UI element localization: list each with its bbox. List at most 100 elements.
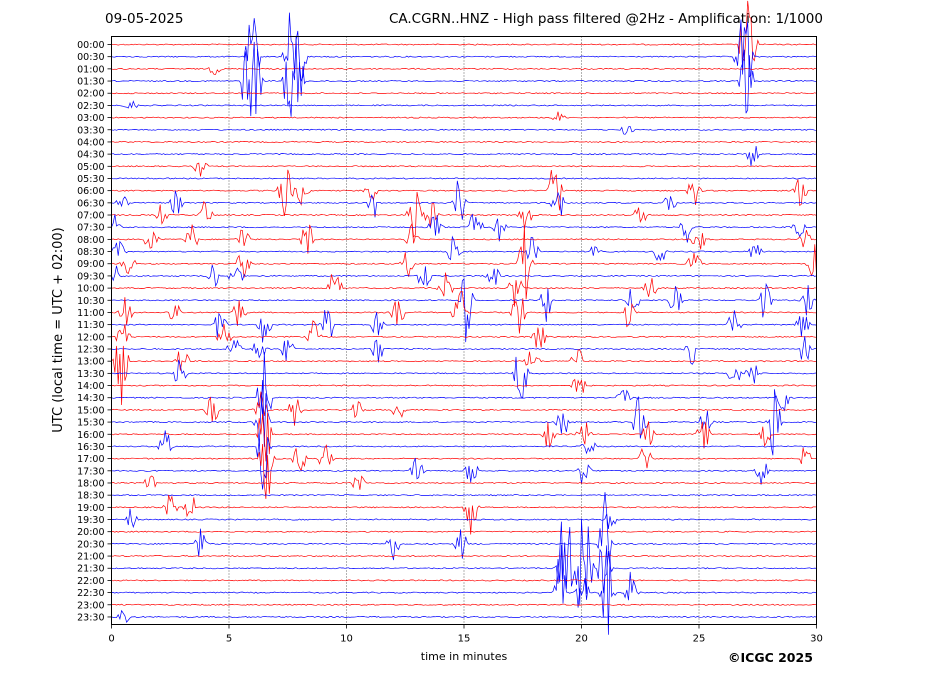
y-tick-label-1100: 11:00: [77, 308, 104, 319]
trace-0830: [111, 235, 817, 262]
trace-0430: [111, 145, 817, 167]
y-tick-label-1430: 14:30: [77, 393, 104, 404]
y-tick-label-0830: 08:30: [77, 247, 104, 258]
trace-0730: [111, 213, 817, 243]
trace-1600: [111, 412, 817, 462]
x-tick-label-5: 5: [226, 634, 232, 645]
y-tick-label-0300: 03:00: [77, 113, 104, 124]
x-axis-label: time in minutes: [421, 650, 508, 663]
x-tick-label-25: 25: [693, 634, 706, 645]
y-tick-label-1400: 14:00: [77, 381, 104, 392]
trace-1730: [111, 457, 817, 485]
y-tick-label-1630: 16:30: [77, 442, 104, 453]
x-tick-label-30: 30: [810, 634, 823, 645]
trace-0900: [111, 225, 817, 300]
y-tick-label-1230: 12:30: [77, 345, 104, 356]
y-tick-label-1700: 17:00: [77, 454, 104, 465]
trace-1200: [111, 320, 817, 348]
trace-0000: [111, 0, 817, 62]
y-tick-label-0500: 05:00: [77, 162, 104, 173]
y-axis-label: UTC (local time = UTC + 02:00): [51, 227, 66, 432]
trace-2130: [111, 518, 817, 605]
chart-title: CA.CGRN..HNZ - High pass filtered @2Hz -…: [388, 11, 823, 27]
trace-0100: [111, 67, 817, 75]
y-tick-label-1730: 17:30: [77, 466, 104, 477]
trace-0230: [111, 100, 817, 109]
trace-0200: [111, 92, 817, 95]
y-tick-label-0330: 03:30: [77, 125, 104, 136]
y-tick-label-0230: 02:30: [77, 101, 104, 112]
trace-0330: [111, 126, 817, 135]
y-tick-label-0630: 06:30: [77, 198, 104, 209]
copyright-label: ©ICGC 2025: [728, 650, 813, 665]
y-tick-label-2330: 23:30: [77, 612, 104, 623]
y-tick-label-1500: 15:00: [77, 405, 104, 416]
trace-2200: [111, 579, 817, 582]
y-tick-label-1000: 10:00: [77, 284, 104, 295]
trace-2300: [111, 603, 817, 606]
date-label: 09-05-2025: [105, 11, 184, 27]
y-tick-label-1300: 13:00: [77, 357, 104, 368]
y-tick-label-0030: 00:30: [77, 52, 104, 63]
y-tick-label-0400: 04:00: [77, 137, 104, 148]
y-tick-label-1900: 19:00: [77, 503, 104, 514]
trace-1500: [111, 391, 817, 426]
trace-1430: [111, 352, 817, 417]
y-tick-label-2000: 20:00: [77, 527, 104, 538]
x-tick-label-0: 0: [108, 634, 114, 645]
trace-2030: [111, 492, 817, 561]
trace-0600: [111, 169, 817, 217]
trace-1700: [111, 443, 817, 499]
trace-1130: [111, 309, 817, 343]
y-tick-label-0130: 01:30: [77, 77, 104, 88]
trace-0300: [111, 111, 817, 121]
trace-2230: [111, 544, 817, 635]
y-tick-label-2300: 23:00: [77, 600, 104, 611]
trace-1300: [111, 345, 817, 406]
y-tick-label-1200: 12:00: [77, 332, 104, 343]
y-tick-label-1930: 19:30: [77, 515, 104, 526]
y-tick-label-0930: 09:30: [77, 271, 104, 282]
seismic-traces: [111, 0, 817, 635]
y-tick-label-1130: 11:30: [77, 320, 104, 331]
y-tick-label-2030: 20:30: [77, 539, 104, 550]
y-tick-label-0000: 00:00: [77, 40, 104, 51]
trace-0500: [111, 162, 817, 177]
trace-1900: [111, 494, 817, 535]
y-tick-label-0430: 04:30: [77, 150, 104, 161]
y-tick-label-2230: 22:30: [77, 588, 104, 599]
trace-0400: [111, 140, 817, 143]
trace-1030: [111, 277, 817, 343]
y-tick-label-0200: 02:00: [77, 89, 104, 100]
y-tick-label-1030: 10:30: [77, 296, 104, 307]
y-tick-label-0100: 01:00: [77, 64, 104, 75]
trace-1830: [111, 494, 817, 497]
trace-0800: [111, 222, 817, 254]
y-tick-label-1330: 13:30: [77, 369, 104, 380]
trace-1100: [111, 291, 817, 334]
trace-0530: [111, 177, 817, 180]
trace-2100: [111, 555, 817, 558]
x-axis: 0 5 10 15 20 25 30: [108, 624, 823, 645]
y-tick-label-0530: 05:30: [77, 174, 104, 185]
trace-1530: [111, 379, 817, 456]
y-tick-label-1530: 15:30: [77, 418, 104, 429]
trace-1330: [111, 356, 817, 398]
y-tick-label-2100: 21:00: [77, 552, 104, 563]
grid-lines: [228, 36, 700, 625]
y-tick-label-0700: 07:00: [77, 211, 104, 222]
x-tick-label-10: 10: [340, 634, 353, 645]
y-tick-label-1600: 16:00: [77, 430, 104, 441]
y-tick-label-1800: 18:00: [77, 478, 104, 489]
trace-0930: [111, 264, 817, 288]
trace-1400: [111, 378, 817, 393]
y-tick-label-2130: 21:30: [77, 564, 104, 575]
x-tick-label-15: 15: [458, 634, 471, 645]
trace-1630: [111, 430, 817, 490]
trace-0130: [111, 36, 817, 117]
trace-0630: [111, 180, 817, 220]
y-tick-label-2200: 22:00: [77, 576, 104, 587]
y-tick-label-0800: 08:00: [77, 235, 104, 246]
